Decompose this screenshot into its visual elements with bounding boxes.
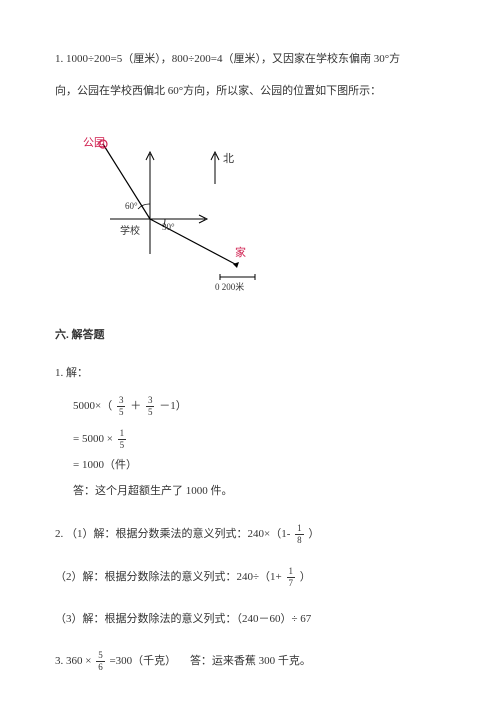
s6-q3-prefix: 3. 360 × xyxy=(55,655,91,667)
q1-line2: 向，公园在学校西偏北 60°方向，所以家、公园的位置如下图所示： xyxy=(55,82,445,102)
label-north: 北 xyxy=(223,152,234,165)
s6-q1-l2-prefix: = 5000 × xyxy=(73,433,113,445)
s6-q2-p1-suffix: ） xyxy=(308,528,319,540)
s6-q2-p2-suffix: ） xyxy=(300,571,311,583)
frac-1-8: 18 xyxy=(295,524,304,545)
label-angle30: 30° xyxy=(162,222,175,232)
label-scale: 0 200米 xyxy=(215,281,244,292)
s6-q2-p3: （3）解：根据分数除法的意义列式：（240－60）÷ 67 xyxy=(55,610,445,630)
s6-q1-l4: 答：这个月超额生产了 1000 件。 xyxy=(73,482,445,502)
s6-q1-l1-suffix: －1） xyxy=(159,400,187,412)
s6-q2-p1-prefix: 2. （1）解：根据分数乘法的意义列式：240×（1- xyxy=(55,528,290,540)
label-park: 公园 xyxy=(83,136,105,149)
s6-q1-l1: 5000×（ 35 ＋ 35 －1） xyxy=(73,396,445,417)
frac-5-6: 56 xyxy=(96,651,105,672)
frac-1-5: 15 xyxy=(118,429,127,450)
s6-q2-p2-prefix: （2）解：根据分数除法的意义列式：240÷（1+ xyxy=(55,571,282,583)
s6-q3-mid: =300（千克） xyxy=(109,655,176,667)
frac-1-7: 17 xyxy=(287,567,296,588)
q1-line1: 1. 1000÷200=5（厘米），800÷200=4（厘米），又因家在学校东偏… xyxy=(55,50,445,70)
s6-q1-l2: = 5000 × 15 xyxy=(73,429,445,450)
s6-q3: 3. 360 × 56 =300（千克） 答：运来香蕉 300 千克。 xyxy=(55,651,445,672)
section6-title: 六. 解答题 xyxy=(55,326,445,346)
s6-q3-answer: 答：运来香蕉 300 千克。 xyxy=(190,655,311,667)
s6-q1-l1-prefix: 5000×（ xyxy=(73,400,112,412)
s6-q2-p1: 2. （1）解：根据分数乘法的意义列式：240×（1- 18 ） xyxy=(55,524,445,545)
frac-3-5-a: 35 xyxy=(117,396,126,417)
frac-3-5-b: 35 xyxy=(146,396,155,417)
label-angle60: 60° xyxy=(125,201,138,211)
s6-q1-head: 1. 解： xyxy=(55,364,445,384)
label-school: 学校 xyxy=(120,224,140,237)
label-home: 家 xyxy=(235,245,246,259)
s6-q1-l1-mid: ＋ xyxy=(130,400,141,412)
s6-q2-p2: （2）解：根据分数除法的意义列式：240÷（1+ 17 ） xyxy=(55,567,445,588)
direction-diagram: 公园 北 60° 30° 学校 家 0 200米 xyxy=(55,124,445,302)
s6-q1-l3: = 1000（件） xyxy=(73,456,445,476)
